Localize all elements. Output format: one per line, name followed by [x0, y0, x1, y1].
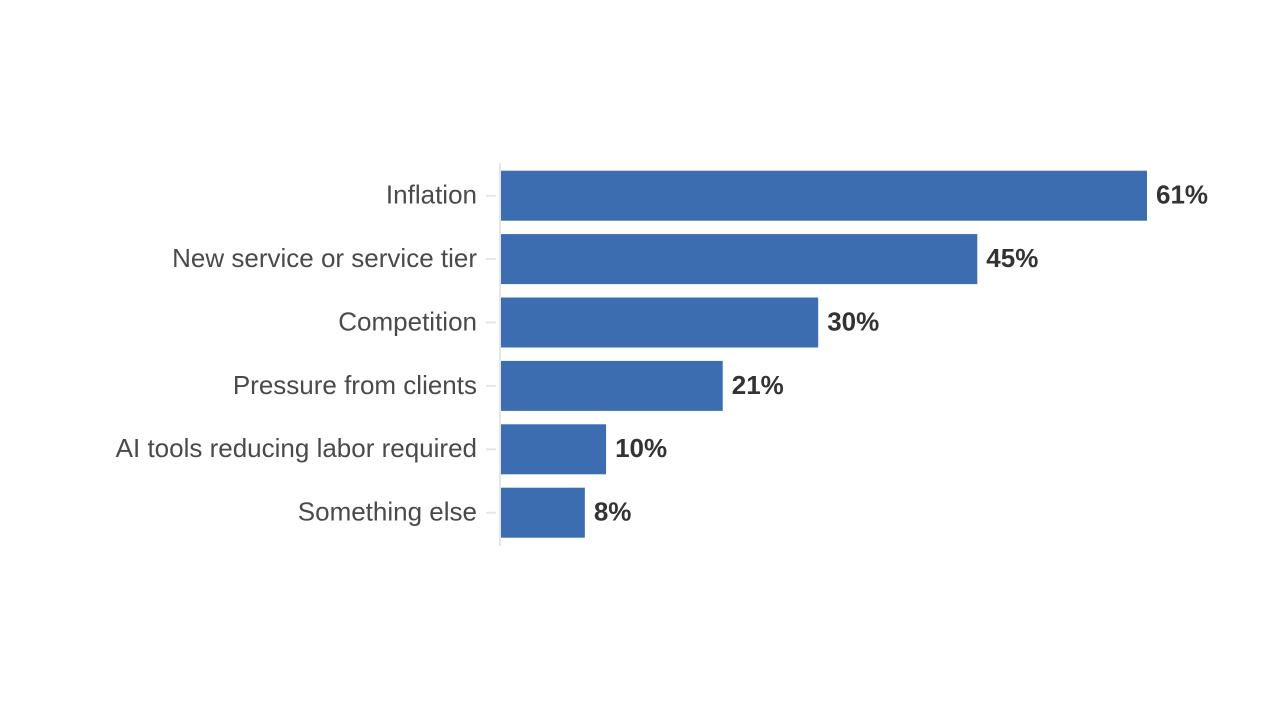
value-label: 21% — [732, 370, 784, 400]
bar — [501, 424, 607, 475]
bar — [501, 360, 723, 411]
y-tick-label: Something else — [298, 497, 477, 527]
bar — [501, 170, 1147, 221]
y-tick-label: AI tools reducing labor required — [116, 433, 477, 463]
bar — [501, 487, 585, 538]
value-label: 61% — [1156, 180, 1208, 210]
bar — [501, 297, 819, 348]
value-label: 8% — [594, 497, 632, 527]
value-label: 30% — [827, 306, 879, 336]
y-tick-label: Competition — [338, 306, 477, 336]
value-label: 45% — [986, 243, 1038, 273]
y-tick-label: Inflation — [386, 180, 477, 210]
y-tick-label: New service or service tier — [172, 243, 477, 273]
value-label: 10% — [615, 433, 667, 463]
y-tick-label: Pressure from clients — [233, 370, 477, 400]
bar — [501, 234, 978, 285]
